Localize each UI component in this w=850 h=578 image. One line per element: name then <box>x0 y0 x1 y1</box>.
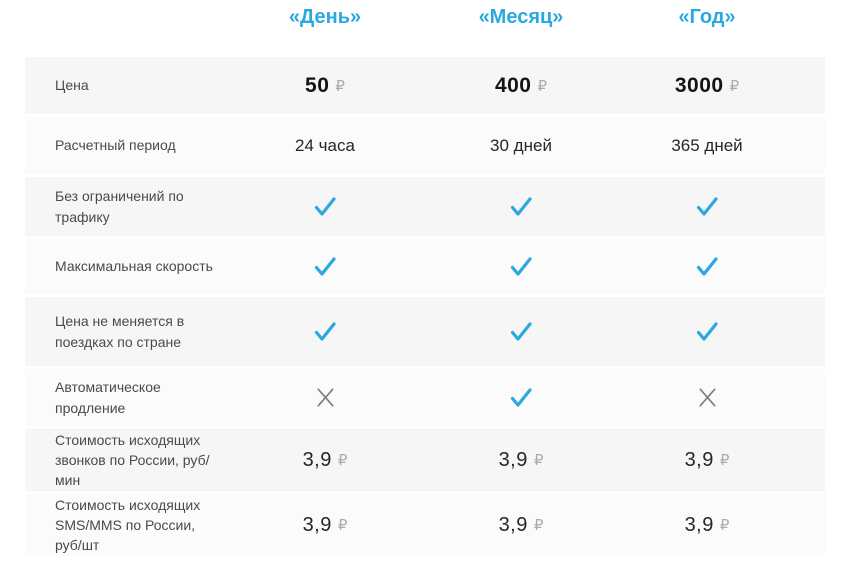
table-row-fixed-price-travel: Цена не меняется в поездках по стране <box>25 297 825 366</box>
price-amount: 3,9 <box>302 448 332 471</box>
check-icon <box>508 321 534 343</box>
icon-cell-month <box>420 321 622 343</box>
check-icon <box>508 387 534 409</box>
price-amount: 50 <box>305 73 330 97</box>
icon-cell-day <box>230 256 420 278</box>
table-row-unlimited-traffic: Без ограничений по трафику <box>25 177 825 236</box>
price-cell-day: 3,9 ₽ <box>230 449 420 472</box>
table-row-max-speed: Максимальная скорость <box>25 239 825 294</box>
table-row-billing-period: Расчетный период 24 часа 30 дней 365 дне… <box>25 117 825 174</box>
table-header-row: «День» «Месяц» «Год» <box>25 0 825 57</box>
check-icon <box>312 196 338 218</box>
check-icon <box>312 321 338 343</box>
ruble-sign: ₽ <box>533 516 544 534</box>
check-icon <box>694 321 720 343</box>
period-value: 24 часа <box>295 135 355 155</box>
ruble-sign: ₽ <box>729 76 740 95</box>
ruble-sign: ₽ <box>337 516 348 534</box>
row-label: Цена не меняется в поездках по стране <box>55 313 185 350</box>
row-label: Максимальная скорость <box>55 258 213 275</box>
price-cell-day: 3,9 ₽ <box>230 514 420 537</box>
icon-cell-day <box>230 321 420 343</box>
table-row-sms-cost: Стоимость исходящих SMS/MMS по России, р… <box>25 494 825 556</box>
check-icon <box>694 256 720 278</box>
price-amount: 3000 <box>674 73 724 97</box>
row-label: Без ограничений по трафику <box>55 188 184 225</box>
price-amount: 3,9 <box>302 513 332 536</box>
icon-cell-year <box>622 388 792 407</box>
check-icon <box>508 256 534 278</box>
check-icon <box>694 196 720 218</box>
price-cell-year: 3000 ₽ <box>622 74 792 98</box>
table-row-price: Цена 50 ₽ 400 ₽ 3000 ₽ <box>25 57 825 114</box>
ruble-sign: ₽ <box>537 76 548 95</box>
period-value: 30 дней <box>490 135 552 155</box>
check-icon <box>312 256 338 278</box>
column-header-day[interactable]: «День» <box>288 6 362 28</box>
table-row-calls-cost: Стоимость исходящих звонков по России, р… <box>25 429 825 491</box>
price-cell-year: 3,9 ₽ <box>622 449 792 472</box>
ruble-sign: ₽ <box>719 516 730 534</box>
icon-cell-day <box>230 388 420 407</box>
ruble-sign: ₽ <box>337 451 348 469</box>
ruble-sign: ₽ <box>719 451 730 469</box>
price-cell-day: 50 ₽ <box>230 74 420 98</box>
row-label: Расчетный период <box>55 137 176 154</box>
price-amount: 400 <box>494 73 532 97</box>
price-cell-month: 3,9 ₽ <box>420 449 622 472</box>
period-value: 365 дней <box>671 135 743 155</box>
price-cell-month: 400 ₽ <box>420 74 622 98</box>
table-row-auto-renewal: Автоматическое продление <box>25 369 825 426</box>
ruble-sign: ₽ <box>533 451 544 469</box>
icon-cell-year <box>622 196 792 218</box>
icon-cell-month <box>420 387 622 409</box>
price-amount: 3,9 <box>684 513 714 536</box>
check-icon <box>508 196 534 218</box>
row-label: Стоимость исходящих SMS/MMS по России, р… <box>55 496 201 554</box>
row-label: Автоматическое продление <box>55 379 161 416</box>
icon-cell-month <box>420 196 622 218</box>
period-cell-day: 24 часа <box>230 136 420 156</box>
column-header-month[interactable]: «Месяц» <box>478 6 564 28</box>
cross-icon <box>698 388 717 407</box>
tariff-comparison-table: «День» «Месяц» «Год» Цена 50 ₽ 400 ₽ 300… <box>25 0 825 556</box>
icon-cell-year <box>622 256 792 278</box>
price-amount: 3,9 <box>684 448 714 471</box>
period-cell-month: 30 дней <box>420 136 622 156</box>
column-header-year[interactable]: «Год» <box>678 6 736 28</box>
price-cell-year: 3,9 ₽ <box>622 514 792 537</box>
icon-cell-day <box>230 196 420 218</box>
period-cell-year: 365 дней <box>622 136 792 156</box>
icon-cell-year <box>622 321 792 343</box>
cross-icon <box>316 388 335 407</box>
ruble-sign: ₽ <box>335 76 345 95</box>
price-cell-month: 3,9 ₽ <box>420 514 622 537</box>
price-amount: 3,9 <box>498 513 528 536</box>
row-label: Стоимость исходящих звонков по России, р… <box>55 431 210 489</box>
row-label: Цена <box>55 77 89 94</box>
price-amount: 3,9 <box>498 448 528 471</box>
icon-cell-month <box>420 256 622 278</box>
